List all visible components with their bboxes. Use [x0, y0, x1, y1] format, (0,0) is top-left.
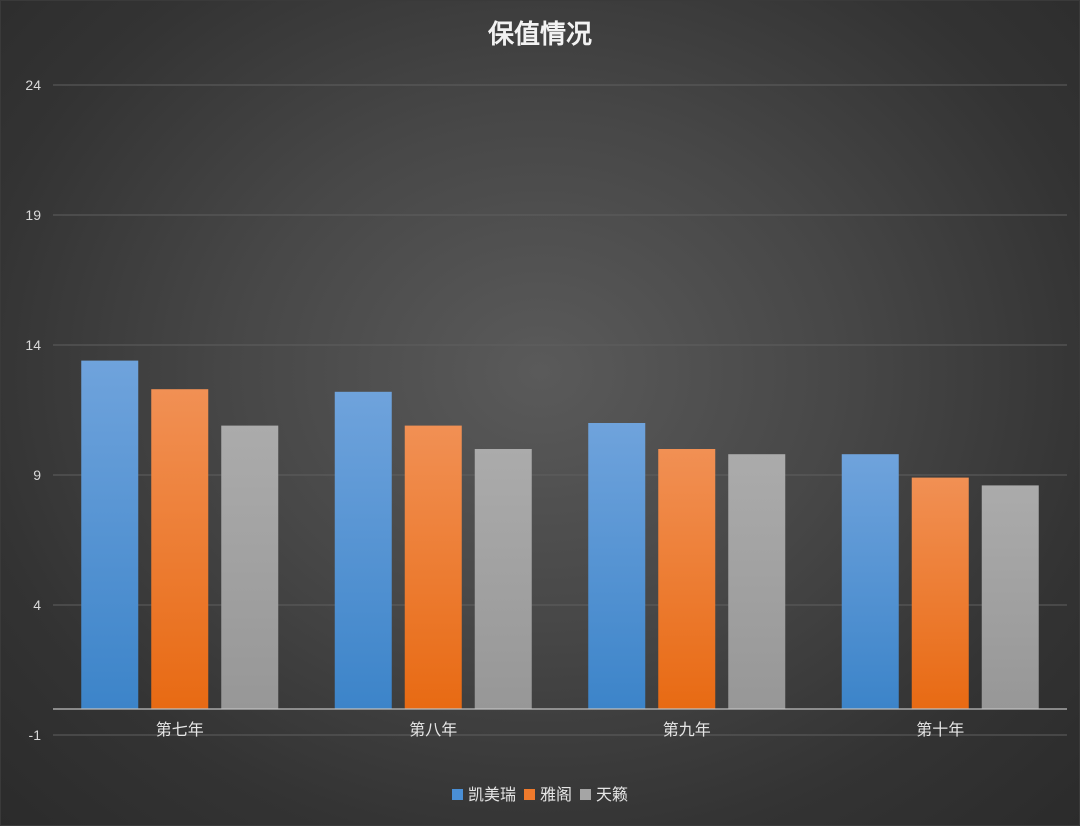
- legend: 凯美瑞 雅阁 天籁: [452, 785, 628, 804]
- bar-1-2: [658, 449, 716, 709]
- y-tick-label: 4: [33, 597, 41, 613]
- legend-label: 天籁: [596, 785, 628, 804]
- bar-1-3: [911, 477, 969, 709]
- x-category-label: 第十年: [916, 720, 964, 739]
- x-category-label: 第八年: [409, 720, 457, 739]
- legend-swatch: [524, 789, 535, 800]
- bar-2-0: [221, 425, 279, 709]
- bar-1-0: [151, 389, 209, 709]
- y-tick-label: 14: [25, 337, 41, 353]
- x-category-label: 第九年: [663, 720, 711, 739]
- chart-title: 保值情况: [487, 20, 592, 50]
- x-axis-category-labels: 第七年 第八年 第九年 第十年: [156, 720, 965, 739]
- bar-2-3: [981, 485, 1039, 709]
- y-tick-label: -1: [29, 727, 42, 743]
- bar-0-1: [334, 391, 392, 709]
- bar-0-3: [841, 454, 899, 709]
- bars: [81, 360, 1039, 709]
- y-tick-label: 9: [33, 467, 41, 483]
- y-axis-tick-labels: -1 4 9 14 19 24: [25, 77, 41, 743]
- legend-label: 雅阁: [540, 785, 572, 804]
- legend-swatch: [452, 789, 463, 800]
- bar-1-1: [404, 425, 462, 709]
- y-tick-label: 24: [25, 77, 41, 93]
- bar-2-1: [474, 449, 532, 709]
- bar-2-2: [728, 454, 786, 709]
- bar-0-0: [81, 360, 139, 709]
- legend-swatch: [580, 789, 591, 800]
- y-tick-label: 19: [25, 207, 41, 223]
- legend-label: 凯美瑞: [468, 785, 516, 804]
- bar-0-2: [588, 423, 646, 709]
- x-category-label: 第七年: [156, 720, 204, 739]
